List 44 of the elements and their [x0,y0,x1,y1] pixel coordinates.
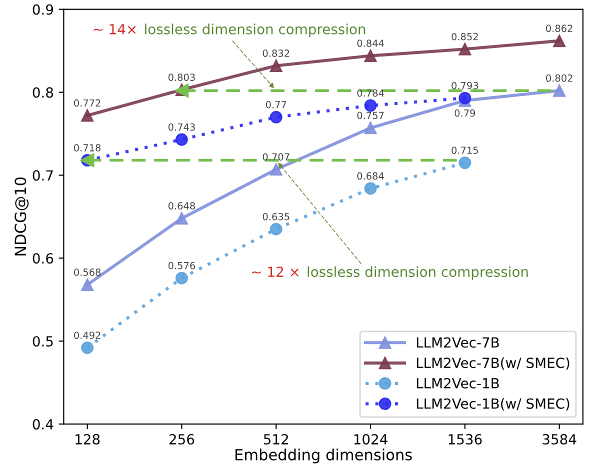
data-label: 0.77 [266,100,286,108]
legend-label: LLM2Vec-7B [416,337,499,348]
data-label: 0.718 [74,144,101,152]
data-label: 0.844 [357,40,384,47]
data-label: 0.793 [452,82,478,90]
y-tick-label: 0.9 [32,4,54,15]
annotation: ~ 14× [94,24,136,34]
legend-label: LLM2Vec-7B(w/ SMEC) [416,357,570,370]
x-tick-label: 256 [169,434,194,445]
data-label: 0.862 [546,24,572,32]
y-tick-label: 0.6 [32,253,54,264]
data-label: 0.648 [168,202,195,210]
x-axis-title: Embedding dimensions [236,448,412,464]
data-label: 0.852 [452,32,478,40]
data-label: 0.803 [168,74,195,81]
legend-label: LLM2Vec-1B [416,378,499,388]
y-tick-label: 0.7 [32,170,53,181]
data-label: 0.743 [168,123,195,131]
data-label: 0.715 [452,146,478,154]
data-label: 0.568 [74,268,101,276]
annotation: lossless dimension compression [308,266,528,280]
y-axis-title: NDCG@10 [14,177,29,256]
x-tick-label: 128 [76,434,100,445]
data-label: 0.492 [74,332,100,339]
x-tick-label: 3584 [542,434,576,445]
annotation: ~ 12 × [252,266,299,277]
data-label: 0.79 [454,109,476,117]
x-tick-label: 1536 [448,434,482,445]
legend-label: LLM2Vec-1B(w/ SMEC) [416,398,570,411]
data-label: 0.802 [546,74,572,82]
data-label: 0.832 [262,50,290,57]
annotation: lossless dimension compression [145,24,366,38]
data-label: 0.757 [357,112,384,120]
data-label: 0.707 [262,153,290,161]
data-label: 0.635 [262,212,290,220]
x-tick-label: 1024 [354,434,388,445]
y-tick-label: 0.5 [32,336,53,347]
data-label: 0.772 [74,99,100,107]
data-label: 0.684 [357,172,384,180]
data-label: 0.784 [357,89,384,97]
y-tick-label: 0.8 [32,87,54,98]
y-tick-label: 0.4 [32,419,54,430]
x-tick-label: 512 [264,434,288,445]
data-label: 0.576 [168,262,196,270]
